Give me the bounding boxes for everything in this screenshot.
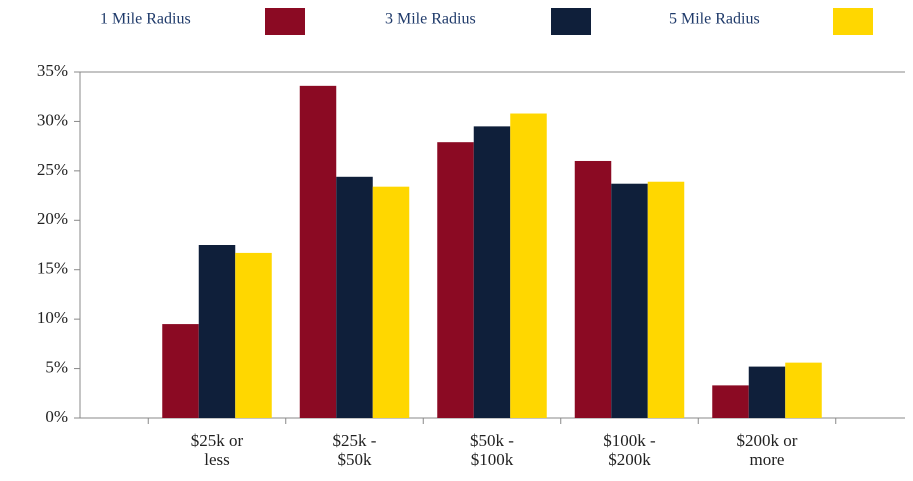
legend-label: 5 Mile Radius	[669, 11, 760, 28]
legend-swatch	[551, 8, 591, 35]
bar	[611, 183, 648, 418]
legend-swatch	[833, 8, 873, 35]
bar	[785, 362, 822, 418]
x-tick-label: $50k -$100k	[470, 431, 514, 469]
y-tick-label: 25%	[37, 160, 68, 179]
y-tick-label: 15%	[37, 259, 68, 278]
bar	[510, 113, 547, 419]
bar	[437, 142, 474, 418]
y-tick-label: 20%	[37, 209, 68, 228]
bar	[235, 252, 272, 418]
bar	[336, 176, 373, 418]
bar	[198, 245, 236, 418]
y-tick-label: 35%	[37, 61, 68, 80]
legend-label: 3 Mile Radius	[385, 11, 476, 28]
legend-swatch	[265, 8, 305, 35]
x-tick-label: $100k -$200k	[603, 431, 656, 469]
bar	[372, 186, 410, 418]
y-tick-label: 30%	[37, 110, 68, 129]
bar	[473, 126, 511, 418]
bar	[712, 385, 749, 418]
bar	[647, 181, 685, 418]
y-tick-label: 0%	[45, 407, 68, 426]
x-tick-label: $200k or more	[737, 431, 798, 469]
y-tick-label: 10%	[37, 308, 68, 327]
bar	[162, 324, 199, 418]
x-tick-label: $25k -$50k	[333, 431, 377, 469]
y-tick-label: 5%	[45, 357, 68, 376]
x-tick-label: $25k or less	[191, 431, 244, 469]
bar	[748, 366, 786, 418]
legend-label: 1 Mile Radius	[100, 11, 191, 28]
bar	[299, 85, 337, 418]
bar	[574, 160, 612, 418]
